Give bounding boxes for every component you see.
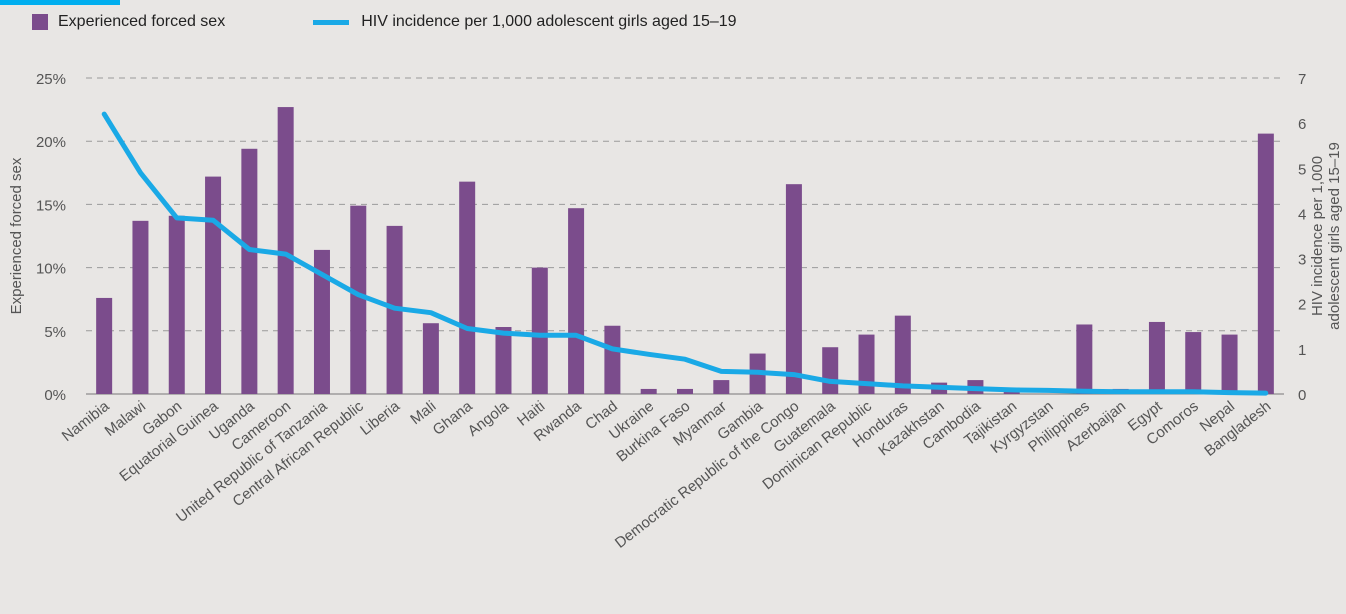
bar [350,205,367,394]
y-tick-label-right: 7 [1298,71,1306,88]
bar [459,181,476,394]
y-tick-label-left: 0% [44,387,66,404]
bar [168,215,185,394]
legend-swatch-line [313,19,350,25]
y-tick-label-left: 20% [36,134,66,151]
legend-item-forced-sex: Experienced forced sex [32,13,225,31]
legend-swatch-bar [32,14,48,30]
bar [495,327,512,394]
y-axis-title-right-line: adolescent girls aged 15–19 [1326,142,1343,330]
y-tick-label-left: 15% [36,197,66,214]
y-tick-label-right: 1 [1298,342,1306,359]
legend: Experienced forced sex HIV incidence per… [32,10,737,34]
legend-label-hiv-incidence: HIV incidence per 1,000 adolescent girls… [361,13,737,30]
bar [1221,334,1238,394]
y-tick-label-right: 2 [1298,297,1306,314]
bar [858,334,875,394]
y-axis-title-right: HIV incidence per 1,000adolescent girls … [1309,142,1343,330]
legend-label-forced-sex: Experienced forced sex [58,13,226,30]
bar [205,176,222,394]
y-tick-label-right: 3 [1298,252,1306,269]
y-tick-label-left: 5% [44,324,66,341]
y-tick-label-right: 4 [1298,206,1306,223]
y-tick-label-left: 10% [36,261,66,278]
y-tick-label-right: 0 [1298,387,1306,404]
bar [785,184,802,394]
y-axis-title-right-line: HIV incidence per 1,000 [1309,156,1326,316]
bar [1185,332,1202,394]
legend-item-hiv-incidence: HIV incidence per 1,000 adolescent girls… [313,13,737,31]
bar [822,347,839,394]
bar [1148,321,1165,394]
bar [96,297,113,394]
bar [1257,133,1274,394]
x-tick-label: Angola [465,397,513,440]
bar [241,148,258,394]
bar [277,107,294,395]
x-tick-label: Liberia [357,397,403,439]
y-axis-title-left: Experienced forced sex [8,157,25,314]
bar [568,208,585,394]
bar [132,220,149,394]
bar [1076,324,1093,394]
bar [422,323,439,394]
x-tick-label: Namibia [59,397,113,445]
bar [640,388,657,394]
bar [531,267,548,394]
bar [713,380,730,394]
title-accent-strip [0,0,120,5]
bar [677,388,693,394]
x-tick-label: Malawi [102,398,149,440]
hiv-incidence-line [101,111,1269,396]
bar [604,325,621,394]
y-tick-label-left: 25% [36,71,66,88]
y-tick-label-right: 5 [1298,161,1306,178]
y-tick-label-right: 6 [1298,116,1306,133]
bar [894,315,911,394]
bar [313,249,330,394]
